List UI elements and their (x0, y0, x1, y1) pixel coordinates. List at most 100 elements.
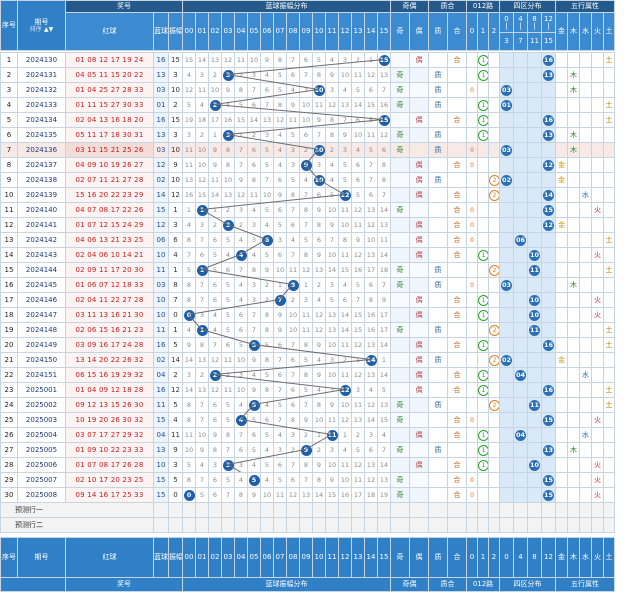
predict-cell[interactable] (260, 517, 274, 533)
predict-cell[interactable] (579, 517, 592, 533)
row-period[interactable]: 2024130 (17, 52, 66, 68)
table-row[interactable]: 6 2024135 05 11 17 18 30 31 13 3 3 2 1 3 1 2 3 4 5 6 7 8… (0, 127, 615, 143)
predict-cell[interactable] (579, 502, 592, 518)
table-row[interactable]: 22 2024151 06 15 16 19 29 32 04 2 3 2 2 2 3 4 5 6 7 8 9… (0, 367, 615, 383)
row-period[interactable]: 2024150 (17, 352, 66, 368)
predict-cell[interactable] (527, 502, 542, 518)
row-period[interactable]: 2024141 (17, 217, 66, 233)
row-period[interactable]: 2025002 (17, 397, 66, 413)
row-period[interactable]: 2024149 (17, 337, 66, 353)
row-period[interactable]: 2024136 (17, 142, 66, 158)
row-period[interactable]: 2024132 (17, 82, 66, 98)
row-period[interactable]: 2024131 (17, 67, 66, 83)
table-row[interactable]: 26 2025004 03 07 17 27 29 32 04 11 11 10 9 8 7 6 5 4… (0, 427, 615, 443)
predict-cell[interactable] (591, 502, 604, 518)
row-period[interactable]: 2024145 (17, 277, 66, 293)
row-period[interactable]: 2025004 (17, 427, 66, 443)
row-period[interactable]: 2024151 (17, 367, 66, 383)
row-period[interactable]: 2024137 (17, 157, 66, 173)
predict-cell[interactable] (390, 502, 410, 518)
row-period[interactable]: 2025005 (17, 442, 66, 458)
row-period[interactable]: 2024139 (17, 187, 66, 203)
row-period[interactable]: 2024142 (17, 232, 66, 248)
table-row[interactable]: 9 2024138 02 07 11 21 27 28 02 10 13 12 11 10 9 8 7… (0, 172, 615, 188)
predict-cell[interactable] (428, 502, 448, 518)
predict-cell[interactable] (591, 517, 604, 533)
table-row[interactable]: 3 2024132 01 04 25 27 28 33 03 10 12 11 10 9 8 7 6 5… (0, 82, 615, 98)
predict-cell[interactable] (390, 517, 410, 533)
predict-cell[interactable] (541, 502, 556, 518)
table-row[interactable]: 24 2025002 09 12 13 15 26 30 11 5 8 7 6 5 4 5 4 5 6 7 8… (0, 397, 615, 413)
table-row[interactable]: 5 2024134 02 04 13 16 18 20 16 15 19 18 17 16 15 1… (0, 112, 615, 128)
table-row[interactable]: 20 2024149 03 09 16 17 24 28 16 5 9 8 7 6 5 5 5 6 7 8 9… (0, 337, 615, 353)
predict-cell[interactable] (447, 502, 467, 518)
table-row[interactable]: 21 2024150 13 14 20 22 26 32 02 14 14 13 12 11 10… (0, 352, 615, 368)
predict-cell[interactable] (312, 502, 326, 518)
row-period[interactable]: 2024134 (17, 112, 66, 128)
predict-cell[interactable] (513, 517, 528, 533)
predict-cell[interactable] (499, 502, 514, 518)
predict-cell[interactable] (555, 502, 568, 518)
predict-cell[interactable] (299, 502, 313, 518)
predict-cell[interactable] (182, 502, 196, 518)
predict-cell[interactable] (409, 502, 429, 518)
row-period[interactable]: 2025007 (17, 472, 66, 488)
predict-row[interactable]: 预测行二 (0, 517, 615, 533)
row-period[interactable]: 2025003 (17, 412, 66, 428)
predict-cell[interactable] (260, 502, 274, 518)
predict-cell[interactable] (466, 517, 478, 533)
predict-cell[interactable] (208, 517, 222, 533)
predict-cell[interactable] (351, 502, 365, 518)
predict-cell[interactable] (527, 517, 542, 533)
row-period[interactable]: 2025008 (17, 487, 66, 503)
predict-cell[interactable] (273, 517, 287, 533)
table-row[interactable]: 14 2024143 02 04 06 10 14 21 10 4 7 6 5 4 4 4 5 6 7 8 9… (0, 247, 615, 263)
predict-cell[interactable] (286, 517, 300, 533)
predict-cell[interactable] (247, 517, 261, 533)
predict-cell[interactable] (477, 517, 489, 533)
table-row[interactable]: 19 2024148 02 06 15 16 21 23 11 1 4 1 4 5 6 7 8 9 10 1… (0, 322, 615, 338)
predict-cell[interactable] (221, 502, 235, 518)
predict-cell[interactable] (603, 517, 615, 533)
table-row[interactable]: 10 2024139 15 16 20 22 23 29 14 12 16 15 14 13 12… (0, 187, 615, 203)
table-row[interactable]: 8 2024137 04 09 10 19 26 27 12 9 11 10 9 8 7 6 5 4 3 9… (0, 157, 615, 173)
predict-cell[interactable] (555, 517, 568, 533)
row-period[interactable]: 2024144 (17, 262, 66, 278)
predict-cell[interactable] (234, 517, 248, 533)
table-row[interactable]: 7 2024136 03 11 15 21 25 26 03 10 11 10 9 8 7 6 5 4 3… (0, 142, 615, 158)
predict-cell[interactable] (488, 502, 500, 518)
predict-cell[interactable] (567, 517, 580, 533)
predict-label[interactable]: 预测行二 (0, 517, 154, 533)
predict-cell[interactable] (477, 502, 489, 518)
table-row[interactable]: 18 2024147 03 11 13 16 21 30 10 0 0 3 4 5 6 7 8 9 10 1… (0, 307, 615, 323)
predict-cell[interactable] (513, 502, 528, 518)
row-period[interactable]: 2024148 (17, 322, 66, 338)
predict-cell[interactable] (153, 502, 169, 518)
predict-cell[interactable] (377, 502, 391, 518)
table-row[interactable]: 15 2024144 02 09 11 17 20 30 11 1 5 1 5 6 7 8 9 10 11… (0, 262, 615, 278)
sort-arrow-icon[interactable]: ▲▼ (44, 25, 54, 33)
row-period[interactable]: 2024147 (17, 307, 66, 323)
table-row[interactable]: 29 2025007 02 10 17 20 23 25 15 5 8 7 6 5 4 5 4 5 6 7 8… (0, 472, 615, 488)
predict-cell[interactable] (221, 517, 235, 533)
table-row[interactable]: 25 2025003 10 19 20 26 30 32 15 4 8 7 6 5 4 5 6 7 8 9 1… (0, 412, 615, 428)
predict-cell[interactable] (195, 502, 209, 518)
predict-cell[interactable] (364, 517, 378, 533)
row-period[interactable]: 2024138 (17, 172, 66, 188)
predict-cell[interactable] (273, 502, 287, 518)
predict-cell[interactable] (286, 502, 300, 518)
predict-cell[interactable] (247, 502, 261, 518)
row-period[interactable]: 2024133 (17, 97, 66, 113)
table-row[interactable]: 17 2024146 02 04 11 22 27 28 10 7 8 7 6 5 4 3 2 7 2 3 4… (0, 292, 615, 308)
predict-cell[interactable] (364, 502, 378, 518)
predict-cell[interactable] (195, 517, 209, 533)
table-row[interactable]: 11 2024140 04 07 08 17 22 26 15 1 1 1 1 2 3 4 5 6 7 8 9… (0, 202, 615, 218)
table-row[interactable]: 13 2024142 04 06 13 21 23 25 06 6 8 7 6 5 4 3 6 3 4 5 6… (0, 232, 615, 248)
predict-cell[interactable] (208, 502, 222, 518)
predict-cell[interactable] (409, 517, 429, 533)
table-row[interactable]: 23 2025001 01 04 09 12 18 28 16 12 14 13 12 11 10… (0, 382, 615, 398)
predict-cell[interactable] (428, 517, 448, 533)
row-period[interactable]: 2025001 (17, 382, 66, 398)
table-row[interactable]: 1 2024130 01 08 12 17 19 24 16 15 15 14 13 12 11 1… (0, 52, 615, 68)
table-row[interactable]: 27 2025005 01 09 10 22 23 33 13 9 10 9 8 7 6 5 4 3 2 9… (0, 442, 615, 458)
